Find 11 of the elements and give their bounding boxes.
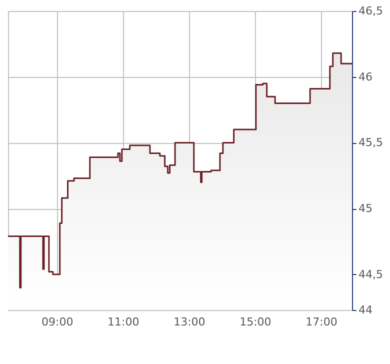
y-tick-label: 45,5 — [358, 136, 383, 150]
y-tick-label: 45 — [358, 202, 372, 216]
x-tick-label: 15:00 — [240, 316, 272, 328]
y-tick-label: 46,5 — [358, 4, 383, 18]
x-tick-label: 11:00 — [108, 316, 140, 328]
x-tick-label: 13:00 — [174, 316, 206, 328]
y-tick-label: 44,5 — [358, 268, 383, 281]
y-tick-label: 44 — [358, 304, 372, 316]
x-tick-label: 17:00 — [306, 316, 338, 328]
x-tick-label: 09:00 — [42, 316, 74, 328]
y-tick-label: 46 — [358, 70, 372, 84]
